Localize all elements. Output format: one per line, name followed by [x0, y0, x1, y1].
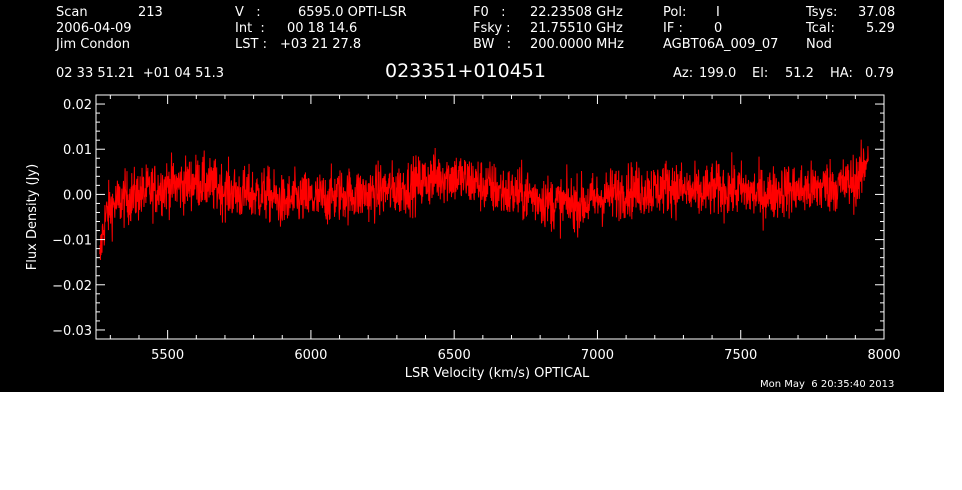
fsky-value: 21.75510 GHz: [530, 21, 623, 36]
source-name: 023351+010451: [385, 60, 546, 82]
lst-label: LST :: [235, 37, 267, 52]
bandwidth-value: 200.0000 MHz: [530, 37, 624, 52]
lst-value: +03 21 27.8: [280, 37, 362, 52]
if-label: IF :: [663, 21, 683, 36]
hour-angle-label: HA:: [830, 66, 853, 81]
observing-mode: Nod: [806, 37, 832, 52]
observer-name: Jim Condon: [56, 37, 130, 52]
spectrum-series-line: [99, 139, 869, 260]
tcal-label: Tcal:: [806, 21, 835, 36]
plot-timestamp: Mon May 6 20:35:40 2013: [760, 379, 895, 390]
y-tick-label: 0.00: [63, 188, 92, 203]
observation-date: 2006-04-09: [56, 21, 132, 36]
spectrum-chart: 5500 6000 6500 7000 7500 8000 −0.03 −0.02 −0.01 0…: [25, 94, 901, 381]
x-tick-label: 6000: [294, 348, 327, 363]
fsky-label: Fsky :: [473, 21, 511, 36]
scan-label: Scan: [56, 5, 88, 20]
integration-label: Int :: [235, 21, 265, 36]
x-tick-label: 5500: [151, 348, 184, 363]
tcal-value: 5.29: [866, 21, 895, 36]
integration-value: 00 18 14.6: [287, 21, 358, 36]
y-axis-label: Flux Density (Jy): [25, 164, 40, 270]
pol-label: Pol:: [663, 5, 687, 20]
y-tick-label: −0.02: [52, 279, 92, 294]
hour-angle-value: 0.79: [865, 66, 894, 81]
y-tick-label: 0.01: [63, 143, 92, 158]
project-id: AGBT06A_009_07: [663, 37, 779, 52]
tick-layer: 5500 6000 6500 7000 7500 8000 −0.03 −0.02 −0.01 0…: [52, 94, 901, 363]
f0-value: 22.23508 GHz: [530, 5, 623, 20]
if-value: 0: [714, 21, 723, 36]
scan-value: 213: [138, 5, 163, 20]
axes-frame: [95, 94, 885, 340]
tsys-label: Tsys:: [806, 5, 838, 20]
y-tick-label: 0.02: [63, 98, 92, 113]
x-tick-label: 7000: [581, 348, 614, 363]
elevation-label: El:: [752, 66, 769, 81]
y-tick-label: −0.03: [52, 324, 92, 339]
x-tick-label: 6500: [438, 348, 471, 363]
source-coordinates: 02 33 51.21 +01 04 51.3: [56, 66, 225, 81]
plot-area: Scan 213 V : 6595.0 OPTI-LSR F0 : 22.235…: [0, 0, 944, 392]
y-tick-label: −0.01: [52, 234, 92, 249]
x-axis-label: LSR Velocity (km/s) OPTICAL: [405, 366, 590, 381]
velocity-label: V :: [235, 5, 261, 20]
x-tick-label: 8000: [867, 348, 900, 363]
azimuth-value: 199.0: [699, 66, 737, 81]
tsys-value: 37.08: [858, 5, 896, 20]
azimuth-label: Az:: [673, 66, 694, 81]
x-tick-label: 7500: [724, 348, 757, 363]
f0-label: F0 :: [473, 5, 506, 20]
elevation-value: 51.2: [785, 66, 814, 81]
bandwidth-label: BW :: [473, 37, 512, 52]
velocity-value: 6595.0 OPTI-LSR: [298, 5, 407, 20]
series-layer: [99, 139, 869, 260]
pol-value: I: [716, 5, 720, 20]
